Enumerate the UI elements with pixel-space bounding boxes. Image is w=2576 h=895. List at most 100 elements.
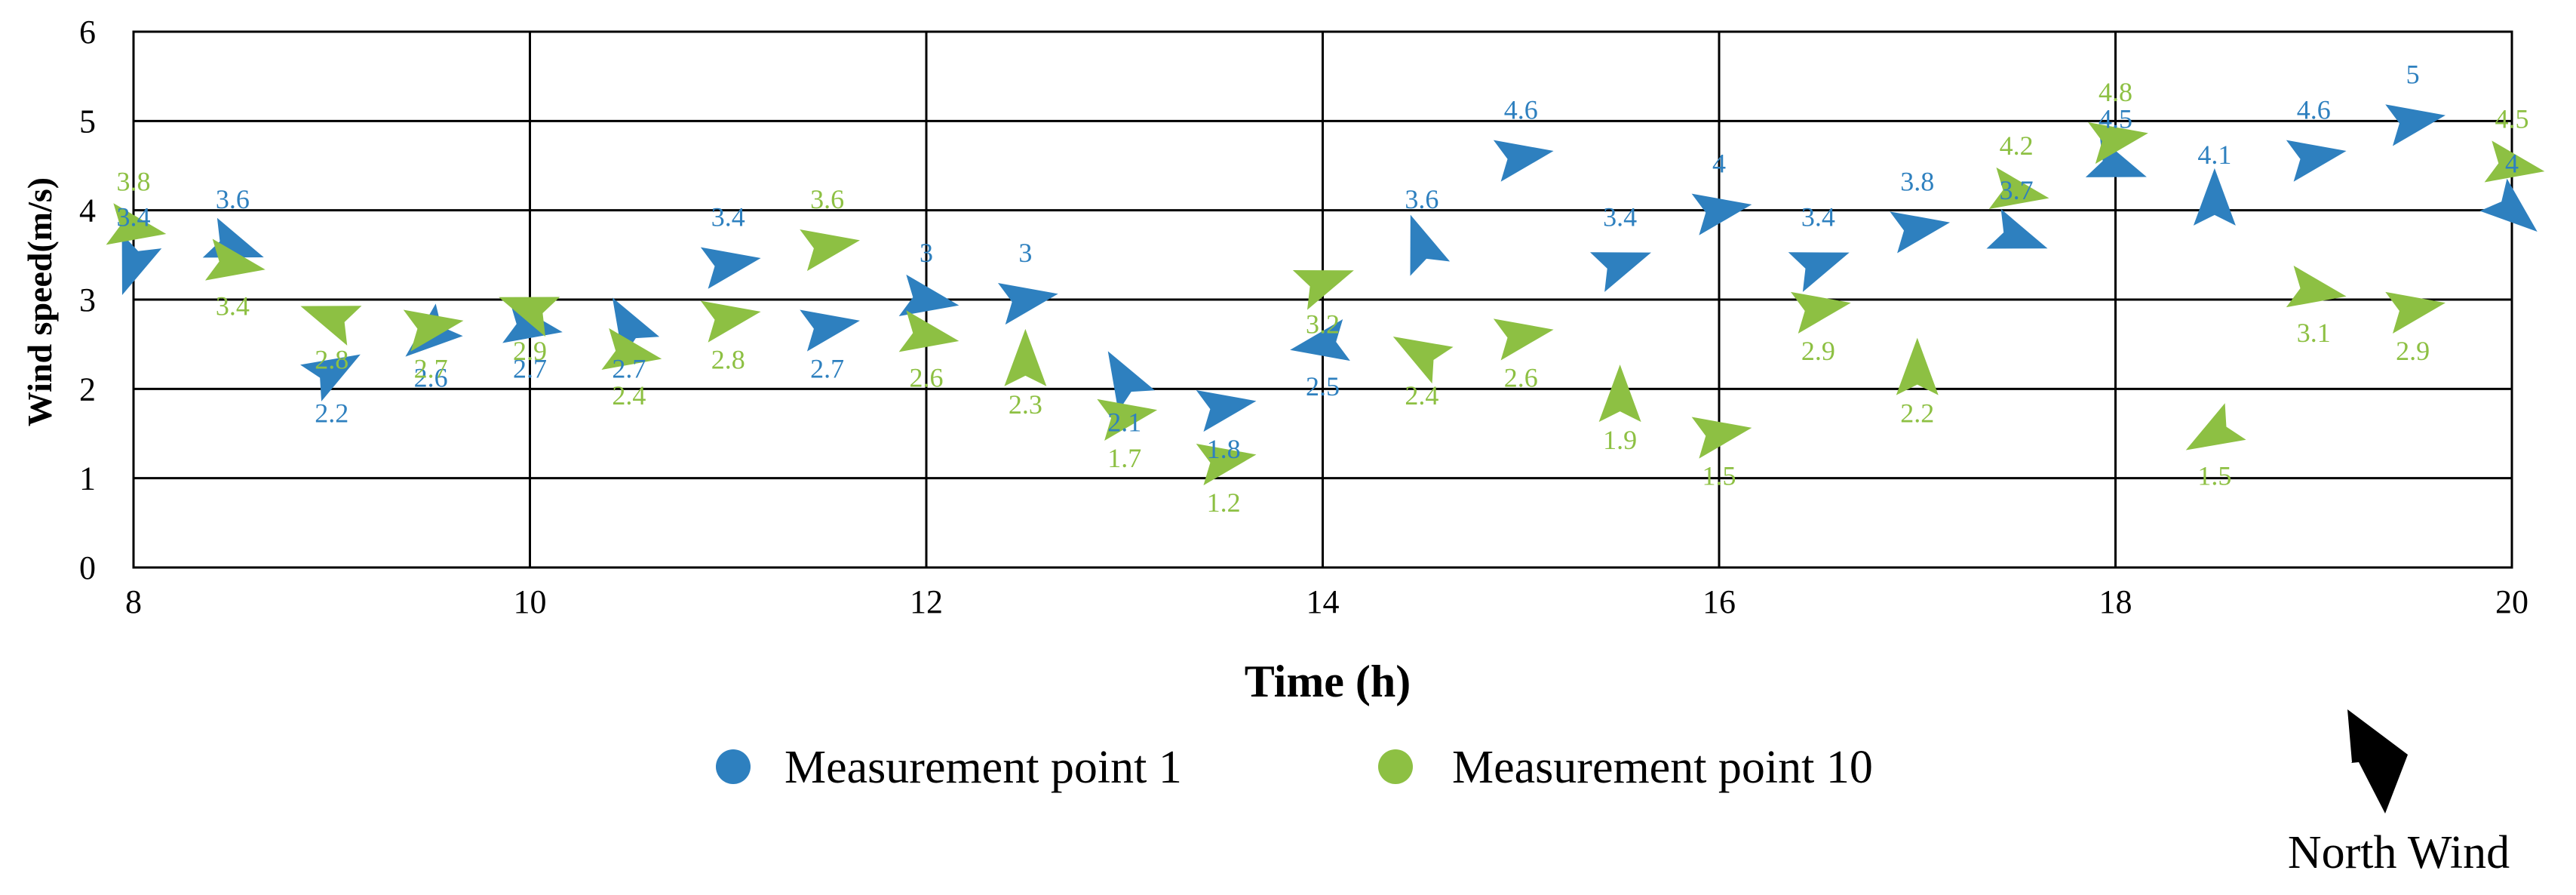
x-axis-label: Time (h): [1245, 657, 1411, 706]
wind-arrow-point-1: [997, 282, 1058, 325]
wind-arrow-point-1: [1589, 252, 1651, 292]
wind-arrow-point-1: [898, 274, 959, 317]
data-label: 2.9: [2396, 336, 2430, 366]
wind-arrow-point-10: [1790, 291, 1851, 334]
wind-arrow-point-10: [800, 229, 860, 272]
legend-marker-series-10: [1378, 749, 1413, 784]
data-label: 4.6: [2297, 95, 2331, 125]
data-label: 3.8: [1900, 166, 1934, 196]
data-label: 2.1: [1107, 408, 1141, 438]
data-label: 3: [920, 238, 933, 268]
wind-arrow-point-1: [300, 354, 361, 401]
wind-arrow-point-1: [800, 309, 860, 352]
data-label: 5: [2406, 59, 2420, 89]
data-label: 2.9: [513, 336, 547, 366]
wind-arrow-point-1: [1986, 208, 2048, 249]
data-label: 2.8: [315, 345, 348, 375]
data-label: 2.8: [711, 345, 745, 375]
data-label: 1.5: [1702, 461, 1736, 491]
wind-arrow-point-10: [2385, 291, 2446, 334]
x-tick-label: 14: [1306, 583, 1340, 620]
data-label: 2.4: [612, 380, 646, 411]
wind-arrow-point-10: [2286, 266, 2347, 308]
data-label: 2.7: [810, 354, 844, 384]
y-axis-label: Wind speed(m/s): [20, 177, 59, 426]
wind-arrow-point-1: [1890, 211, 1951, 254]
data-label: 3.6: [216, 184, 250, 214]
data-label: 2.7: [612, 354, 646, 384]
wind-arrow-point-1: [1410, 214, 1451, 276]
x-tick-label: 8: [125, 583, 142, 620]
data-label: 3.1: [2297, 318, 2331, 348]
data-label: 3.4: [1801, 202, 1835, 232]
data-label: 3.4: [216, 291, 250, 321]
legend-label-series-1: Measurement point 1: [784, 742, 1182, 793]
legend: Measurement point 1 Measurement point 10: [716, 742, 1873, 793]
wind-arrow-point-1: [1290, 319, 1350, 361]
y-tick-label: 1: [79, 460, 96, 497]
data-label: 2.5: [1306, 371, 1340, 401]
x-tick-label: 10: [514, 583, 547, 620]
legend-marker-series-1: [716, 749, 751, 784]
data-label: 2.9: [1801, 336, 1835, 366]
x-tick-label: 16: [1702, 583, 1736, 620]
y-tick-label: 5: [79, 103, 96, 140]
data-label: 3.4: [711, 202, 745, 232]
wind-arrow-point-10: [1896, 337, 1939, 395]
wind-arrow-point-1: [2385, 104, 2446, 146]
legend-label-series-10: Measurement point 10: [1452, 742, 1873, 793]
wind-arrow-point-10: [403, 309, 464, 352]
data-label: 4.5: [2495, 104, 2529, 134]
wind-arrow-point-1: [1493, 140, 1554, 182]
data-label: 1.8: [1207, 434, 1241, 464]
y-tick-label: 3: [79, 281, 96, 318]
wind-arrow-point-10: [2484, 140, 2545, 183]
wind-arrow-point-10: [1196, 443, 1257, 486]
wind-arrow-point-10: [1004, 328, 1047, 386]
data-label: 2.2: [1900, 398, 1934, 429]
data-label: 4.1: [2197, 140, 2231, 170]
data-label: 3.4: [117, 202, 151, 232]
wind-arrow-point-10: [1493, 318, 1554, 361]
data-label: 4.8: [2099, 77, 2132, 107]
data-label: 2.6: [1504, 362, 1538, 392]
wind-arrow-point-10: [1691, 417, 1752, 459]
north-wind-reference: North Wind: [2288, 709, 2510, 878]
wind-arrow-point-1: [1107, 351, 1155, 412]
wind-arrow-point-10: [898, 310, 959, 352]
data-label: 3.8: [117, 166, 151, 196]
wind-arrow-point-10: [204, 238, 266, 281]
x-tick-label: 18: [2099, 583, 2132, 620]
wind-arrow-point-10: [499, 297, 560, 337]
data-label: 3.4: [1603, 202, 1637, 232]
data-label: 1.2: [1207, 487, 1241, 518]
wind-arrow-point-1: [2286, 140, 2347, 182]
data-label: 3.2: [1306, 309, 1340, 339]
wind-arrow-point-1: [1788, 252, 1850, 292]
data-label: 4: [2505, 149, 2519, 179]
data-label: 4.6: [1504, 95, 1538, 125]
wind-arrow-point-10: [300, 306, 362, 346]
wind-arrow-point-10: [2088, 121, 2148, 165]
y-tick-label: 4: [79, 192, 96, 229]
data-label: 3: [1018, 238, 1032, 268]
wind-arrow-point-10: [1598, 364, 1641, 423]
north-wind-label: North Wind: [2288, 827, 2510, 878]
data-label: 1.9: [1603, 425, 1637, 455]
wind-arrow-point-10: [700, 300, 761, 343]
wind-arrow-point-10: [1392, 337, 1454, 384]
data-label: 3.7: [2000, 175, 2034, 205]
x-tick-label: 20: [2495, 583, 2528, 620]
data-label: 2.3: [1009, 389, 1042, 420]
wind-arrow-point-10: [106, 203, 167, 245]
data-label: 1.7: [1107, 443, 1141, 473]
data-label: 3.6: [810, 184, 844, 214]
x-tick-label: 12: [910, 583, 943, 620]
wind-arrow-point-1: [2193, 168, 2236, 226]
data-label: 1.5: [2197, 461, 2231, 491]
wind-arrow-point-1: [700, 247, 761, 289]
wind-arrow-point-10: [1097, 398, 1158, 441]
wind-arrow-point-10: [1292, 269, 1354, 310]
